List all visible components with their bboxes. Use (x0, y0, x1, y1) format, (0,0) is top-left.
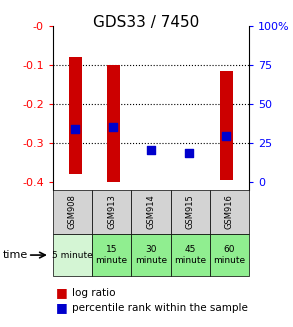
Text: 30
minute: 30 minute (135, 245, 167, 265)
Text: ■: ■ (56, 286, 67, 299)
Text: GDS33 / 7450: GDS33 / 7450 (93, 15, 200, 30)
Text: 5 minute: 5 minute (52, 250, 93, 260)
Text: time: time (3, 250, 28, 260)
Point (186, 150, 191, 155)
Text: percentile rank within the sample: percentile rank within the sample (72, 303, 248, 313)
Text: GSM916: GSM916 (225, 194, 234, 229)
Text: GSM913: GSM913 (107, 194, 116, 229)
Text: 60
minute: 60 minute (213, 245, 246, 265)
Text: 15
minute: 15 minute (96, 245, 128, 265)
Text: GSM915: GSM915 (186, 194, 195, 229)
Bar (107, 65, 120, 182)
Point (224, 134, 229, 139)
Text: ■: ■ (56, 301, 67, 315)
Text: GSM914: GSM914 (146, 194, 155, 229)
Point (111, 124, 115, 129)
Bar (220, 71, 233, 180)
Text: 45
minute: 45 minute (174, 245, 206, 265)
Point (73, 127, 78, 132)
Text: log ratio: log ratio (72, 288, 115, 298)
Text: GSM908: GSM908 (68, 194, 77, 229)
Point (149, 147, 153, 153)
Bar (69, 57, 82, 174)
